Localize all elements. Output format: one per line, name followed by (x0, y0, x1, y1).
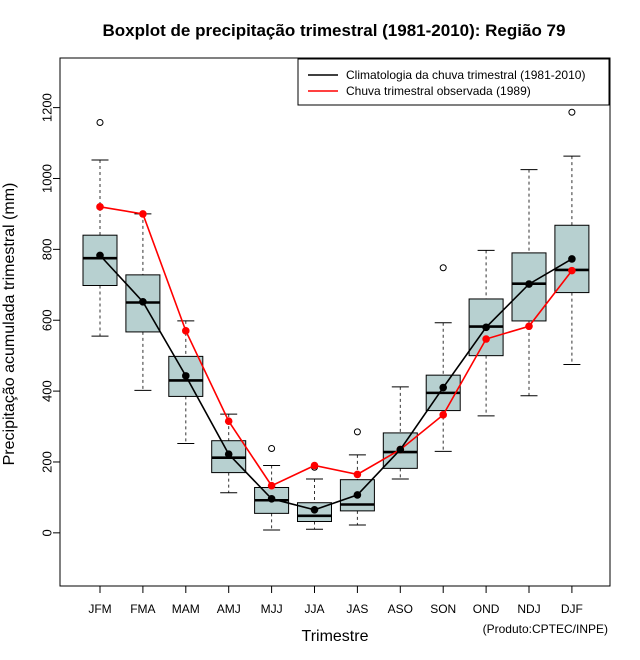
outlier-point (568, 108, 576, 116)
series-line-observed (99, 206, 573, 487)
y-tick-label: 200 (40, 451, 55, 473)
x-tick-label: NDJ (517, 602, 540, 616)
series-point-observed (267, 481, 276, 490)
x-axis-title: Trimestre (302, 628, 369, 645)
series-point-climatology (310, 506, 319, 514)
legend: Climatologia da chuva trimestral (1981-2… (297, 58, 610, 106)
x-tick-label: JFM (88, 602, 111, 616)
boxes (82, 108, 590, 531)
x-tick-label: ASO (388, 602, 413, 616)
series-point-observed (525, 322, 533, 331)
series-point-observed (310, 461, 319, 470)
y-tick-label: 1000 (40, 164, 55, 193)
series-point-climatology (439, 383, 448, 392)
series-line-climatology (99, 254, 573, 511)
series-point-observed (482, 335, 490, 343)
series-point-climatology (525, 280, 533, 288)
x-axis: JFM FMA MAM AMJ MJJ JJA JAS ASO SON OND NDJ DJF (88, 585, 583, 616)
box-JFM (82, 118, 118, 337)
series-point-observed (224, 417, 233, 426)
x-tick-label: JAS (346, 602, 368, 616)
x-tick-label: MAM (172, 602, 200, 616)
outlier-point (439, 264, 447, 272)
outlier-point (96, 118, 104, 126)
series-point-climatology (267, 495, 276, 503)
y-tick-label: 800 (40, 239, 55, 261)
series-point-observed (439, 411, 448, 419)
series-point-observed (96, 203, 104, 211)
series-point-climatology (224, 450, 233, 458)
series-point-observed (568, 266, 576, 275)
y-tick-label: 400 (40, 380, 55, 402)
box-body (82, 234, 118, 287)
x-tick-label: OND (473, 602, 500, 616)
y-tick-label: 0 (40, 529, 55, 536)
credit-text: (Produto:CPTEC/INPE) (483, 622, 608, 636)
series-point-climatology (353, 491, 362, 499)
outlier-point (353, 428, 361, 436)
x-tick-label: JJA (304, 602, 324, 616)
series-point-climatology (96, 251, 104, 260)
box-DJF (554, 108, 590, 366)
box-JJA (297, 463, 332, 530)
series-point-climatology (396, 445, 405, 454)
x-tick-label: DJF (561, 602, 583, 616)
x-tick-label: MJJ (261, 602, 283, 616)
x-tick-label: FMA (130, 602, 155, 616)
series-point-climatology (482, 323, 490, 332)
legend-label-observed: Chuva trimestral observada (1989) (346, 84, 531, 98)
y-tick-label: 600 (40, 309, 55, 331)
series-point-climatology (182, 372, 190, 380)
series-point-climatology (568, 255, 576, 263)
box-AMJ (211, 413, 247, 494)
box-MAM (168, 320, 204, 445)
series-point-observed (139, 210, 147, 218)
series-point-observed (182, 327, 190, 335)
series-point-observed (353, 470, 362, 479)
series-point-climatology (139, 298, 147, 306)
y-tick-label: 1200 (40, 93, 55, 122)
box-OND (468, 249, 504, 417)
y-axis-title: Precipitação acumulada trimestral (mm) (1, 183, 18, 466)
y-axis: 0 200 400 600 800 1000 1200 (40, 93, 61, 536)
legend-label-climatology: Climatologia da chuva trimestral (1981-2… (346, 68, 585, 82)
outlier-point (268, 445, 276, 453)
box-SON (425, 264, 461, 452)
x-tick-label: AMJ (217, 602, 241, 616)
legend-box (297, 58, 610, 106)
x-tick-label: SON (430, 602, 456, 616)
chart-title: Boxplot de precipitação trimestral (1981… (103, 21, 566, 40)
series-lines (96, 203, 576, 514)
